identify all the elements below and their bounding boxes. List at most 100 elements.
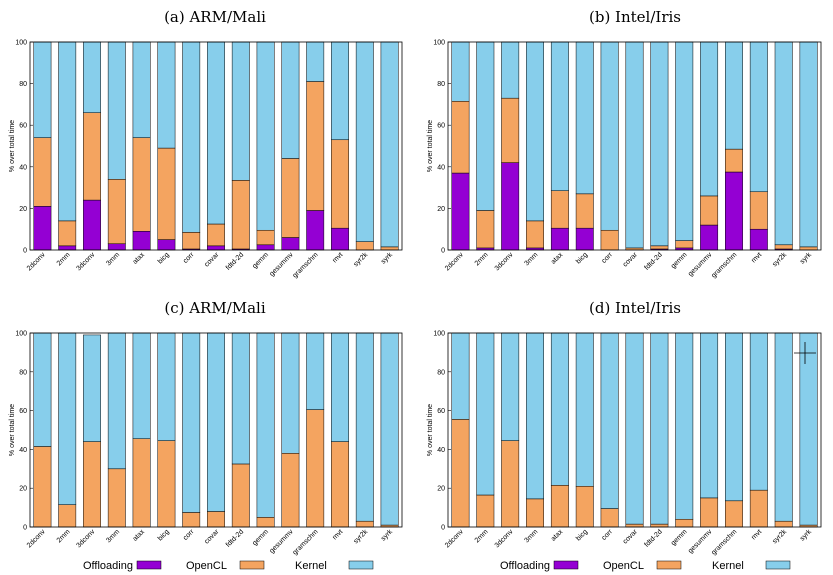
bar-opencl-bicg [157,147,176,240]
bar-opencl-gemm [675,518,694,528]
bar-kernel-mvt [331,41,349,141]
bar-kernel-syr2k [774,332,793,522]
bar-opencl-3mm [107,468,126,528]
x-tick-label: gemm [670,251,689,270]
bar-kernel-bicg [157,41,176,149]
bar-kernel-3dconv [83,334,101,442]
chart-panel-b: (b) Intel/Iris 0 20 40 60 80 100 % over total t… [427,8,822,280]
legend-label: OpenCL [603,560,644,572]
y-tick-label: 80 [19,81,27,88]
x-tick-label: bicg [157,528,171,542]
bar-kernel-fdtd-2d [650,41,669,247]
bar-kernel-fdtd-2d [231,332,250,465]
legend-label: OpenCL [186,560,227,572]
bar-offloading-atax [550,227,569,251]
bar-kernel-gemm [256,332,275,518]
bar-opencl-gramschm [306,81,325,211]
y-axis-label: % over total time [427,120,434,172]
bar-kernel-2dconv [451,332,470,420]
bar-kernel-syr2k [355,332,374,522]
bar-offloading-gesummv [281,237,300,251]
bar-opencl-syrk [380,246,399,251]
legend-swatch [348,560,374,570]
bar-opencl-bicg [157,440,176,528]
bar-offloading-2mm [58,245,77,251]
bar-kernel-gesummv [281,332,300,454]
bar-opencl-gemm [256,517,275,528]
chart-title: (c) ARM/Mali [164,299,266,317]
x-tick-label: gramschm [710,251,738,279]
x-tick-label: covar [622,528,640,546]
bar-kernel-corr [600,332,619,509]
x-tick-label: 2dconv [26,251,47,272]
x-tick-label: 3dconv [75,251,96,272]
bar-kernel-2mm [476,332,495,496]
y-tick-label: 100 [15,40,27,47]
y-tick-label: 40 [19,447,27,454]
legend-label: Kernel [295,560,327,572]
chart-panel-c: (c) ARM/Mali 0 20 40 60 80 100 % over total tim… [9,299,403,557]
y-tick-label: 40 [19,164,27,171]
bar-opencl-2mm [58,504,77,528]
x-tick-label: atax [132,528,147,543]
bar-kernel-gemm [675,332,694,520]
bar-opencl-mvt [749,191,768,230]
bar-opencl-bicg [575,486,594,528]
legend-swatch [136,560,162,570]
plot-frame [29,332,403,528]
x-tick-label: mvt [331,528,344,541]
x-tick-label: atax [550,528,565,543]
y-tick-label: 60 [19,408,27,415]
x-tick-label: mvt [750,528,763,541]
bar-opencl-syr2k [774,520,793,528]
bar-kernel-syrk [799,41,818,248]
y-tick-label: 60 [19,123,27,130]
x-tick-label: covar [203,528,221,546]
x-tick-label: bicg [575,528,589,542]
bar-kernel-covar [207,41,225,225]
bar-kernel-atax [132,41,151,138]
bar-opencl-2dconv [33,137,52,207]
x-tick-label: corr [601,251,615,265]
x-tick-label: 3mm [523,528,539,544]
bar-opencl-atax [550,190,569,229]
x-tick-label: covar [203,251,221,269]
bar-opencl-atax [132,137,151,232]
bar-opencl-covar [207,223,225,247]
x-tick-label: 3mm [105,251,121,267]
bar-kernel-atax [550,41,569,191]
y-tick-label: 100 [15,331,27,338]
x-tick-label: syrk [799,251,813,265]
bar-opencl-syr2k [355,241,374,251]
bar-opencl-covar [207,511,225,528]
y-tick-label: 80 [19,369,27,376]
bar-opencl-syrk [799,246,818,251]
y-tick-label: 80 [437,369,445,376]
y-tick-label: 40 [437,164,445,171]
bar-opencl-covar [625,523,644,528]
bar-opencl-gesummv [700,195,719,226]
bar-opencl-gesummv [281,158,300,238]
x-tick-label: 2mm [474,528,490,544]
bar-kernel-atax [132,332,151,439]
bar-kernel-gramschm [725,41,743,150]
bar-kernel-3mm [107,41,126,180]
y-tick-label: 20 [437,486,445,493]
bar-kernel-bicg [575,332,594,487]
legend-label: Offloading [500,560,550,572]
y-tick-label: 20 [19,486,27,493]
x-tick-label: fdtd-2d [225,251,245,271]
bar-kernel-covar [207,332,225,512]
bar-opencl-corr [182,232,201,250]
y-tick-label: 0 [441,525,445,532]
x-tick-label: atax [132,251,147,266]
bar-kernel-gesummv [700,332,719,499]
bar-opencl-gramschm [306,409,325,528]
x-tick-label: fdtd-2d [225,528,245,548]
chart-title: (b) Intel/Iris [589,8,681,26]
bar-kernel-mvt [749,41,768,193]
bar-kernel-3dconv [501,41,520,99]
x-tick-label: 3mm [105,528,121,544]
bar-opencl-fdtd-2d [650,523,669,528]
